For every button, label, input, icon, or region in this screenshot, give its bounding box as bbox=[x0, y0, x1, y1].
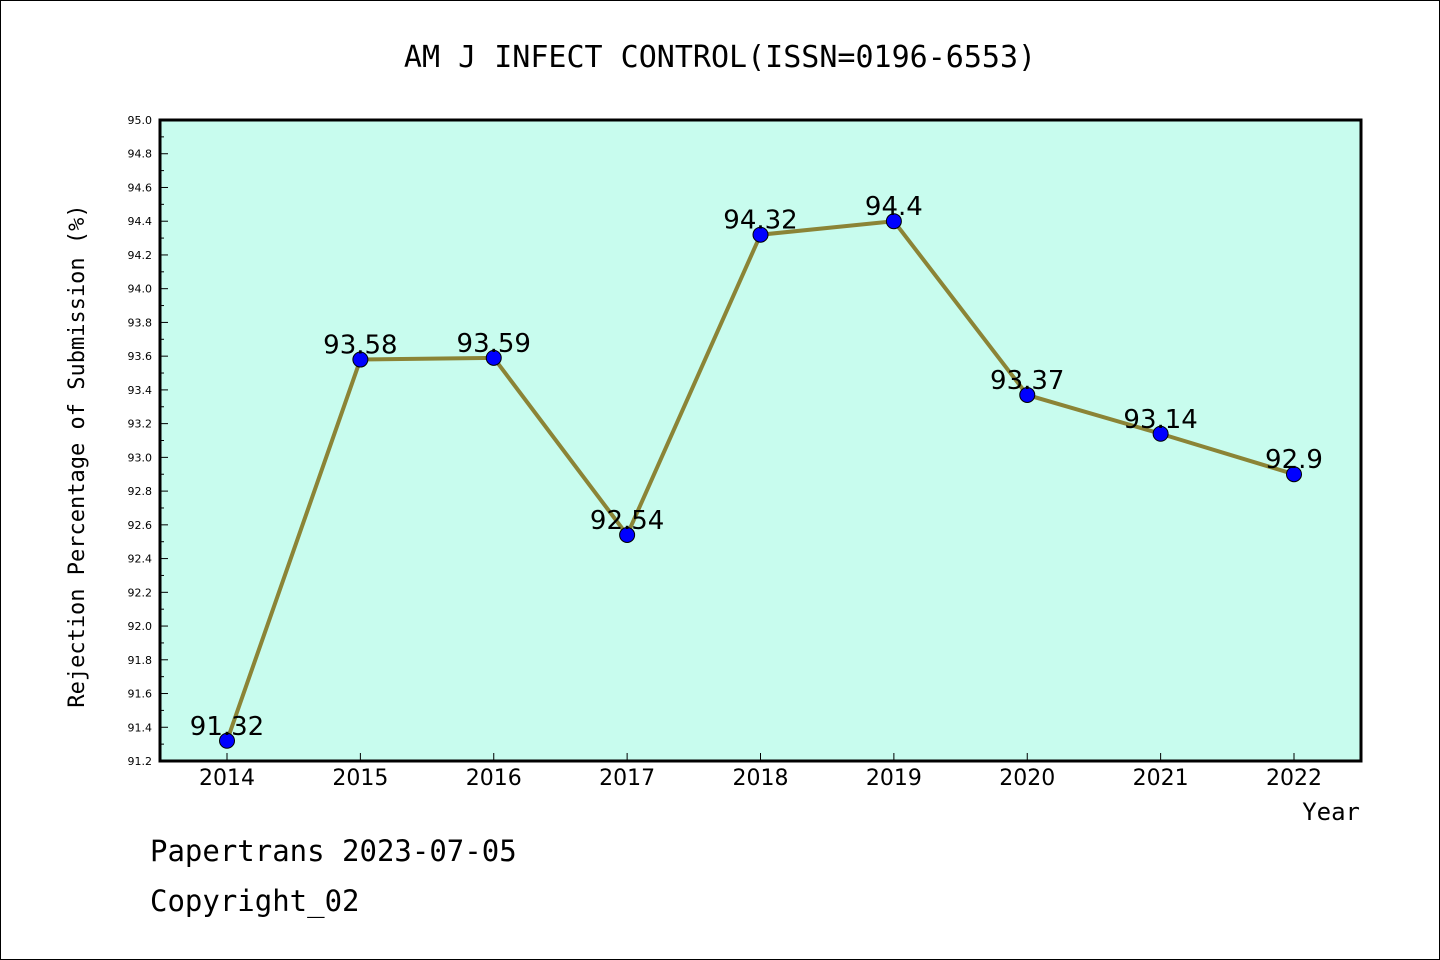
y-tick-label: 95.0 bbox=[128, 114, 153, 127]
x-axis-ticks: 2014 2015 2016 2017 2018 2019 2020 2021 2022 bbox=[199, 753, 1322, 791]
data-label: 92.54 bbox=[590, 506, 664, 536]
y-tick-label: 92.6 bbox=[128, 519, 153, 532]
series-line-group bbox=[219, 213, 1302, 749]
x-tick-label: 2019 bbox=[866, 766, 922, 791]
data-label: 92.9 bbox=[1265, 445, 1323, 475]
data-point-marker bbox=[1019, 386, 1036, 403]
y-tick-label: 93.2 bbox=[128, 418, 153, 431]
y-tick-label: 91.4 bbox=[128, 721, 153, 734]
data-point-marker bbox=[619, 526, 636, 543]
x-tick-label: 2020 bbox=[999, 766, 1055, 791]
y-tick-label: 91.8 bbox=[128, 654, 153, 667]
data-label: 93.14 bbox=[1123, 405, 1197, 435]
y-tick-label: 93.6 bbox=[128, 350, 153, 363]
x-axis-label: Year bbox=[1302, 798, 1360, 826]
footer-date: Papertrans 2023-07-05 bbox=[150, 834, 517, 868]
data-label: 91.32 bbox=[190, 712, 264, 742]
y-tick-label: 94.4 bbox=[128, 215, 153, 228]
data-label: 94.4 bbox=[865, 192, 923, 222]
data-label: 93.58 bbox=[323, 331, 397, 361]
x-tick-label: 2022 bbox=[1266, 766, 1322, 791]
x-tick-label: 2021 bbox=[1133, 766, 1189, 791]
y-tick-label: 94.6 bbox=[128, 181, 153, 194]
data-point-marker bbox=[485, 349, 502, 366]
data-point-marker bbox=[352, 351, 369, 368]
y-tick-label: 94.8 bbox=[128, 148, 153, 161]
y-tick-label: 93.4 bbox=[128, 384, 153, 397]
data-label: 93.59 bbox=[457, 329, 531, 359]
x-tick-label: 2014 bbox=[199, 766, 255, 791]
y-tick-label: 92.8 bbox=[128, 485, 153, 498]
y-axis-label: Rejection Percentage of Submission (%) bbox=[65, 204, 90, 707]
x-tick-label: 2016 bbox=[466, 766, 522, 791]
y-tick-label: 91.6 bbox=[128, 688, 153, 701]
x-tick-label: 2017 bbox=[599, 766, 655, 791]
y-tick-label: 91.2 bbox=[128, 755, 153, 768]
data-point-marker bbox=[219, 732, 235, 749]
y-tick-label: 93.8 bbox=[128, 316, 153, 329]
data-point-marker bbox=[752, 226, 769, 243]
data-labels: 91.32 93.58 93.59 92.54 94.32 94.4 93.37 93.14 9… bbox=[190, 192, 1323, 742]
y-tick-label: 93.0 bbox=[128, 451, 153, 464]
data-point-marker bbox=[885, 213, 902, 230]
x-tick-label: 2015 bbox=[332, 766, 388, 791]
footer-copyright: Copyright_02 bbox=[150, 884, 360, 918]
y-axis-ticks: 91.2 91.4 91.6 91.8 92.0 92.2 92.4 92.6 92.8 93.0… bbox=[128, 114, 168, 768]
x-tick-label: 2018 bbox=[733, 766, 789, 791]
data-label: 93.37 bbox=[990, 366, 1064, 396]
y-tick-label: 92.4 bbox=[128, 553, 153, 566]
chart-title: AM J INFECT CONTROL(ISSN=0196-6553) bbox=[404, 40, 1036, 75]
data-point-marker bbox=[1286, 466, 1302, 483]
data-point-marker bbox=[1152, 425, 1169, 442]
y-tick-label: 92.2 bbox=[128, 586, 153, 599]
y-tick-label: 92.0 bbox=[128, 620, 153, 633]
data-label: 94.32 bbox=[723, 206, 797, 236]
y-tick-label: 94.0 bbox=[128, 283, 153, 296]
y-tick-label: 94.2 bbox=[128, 249, 153, 262]
